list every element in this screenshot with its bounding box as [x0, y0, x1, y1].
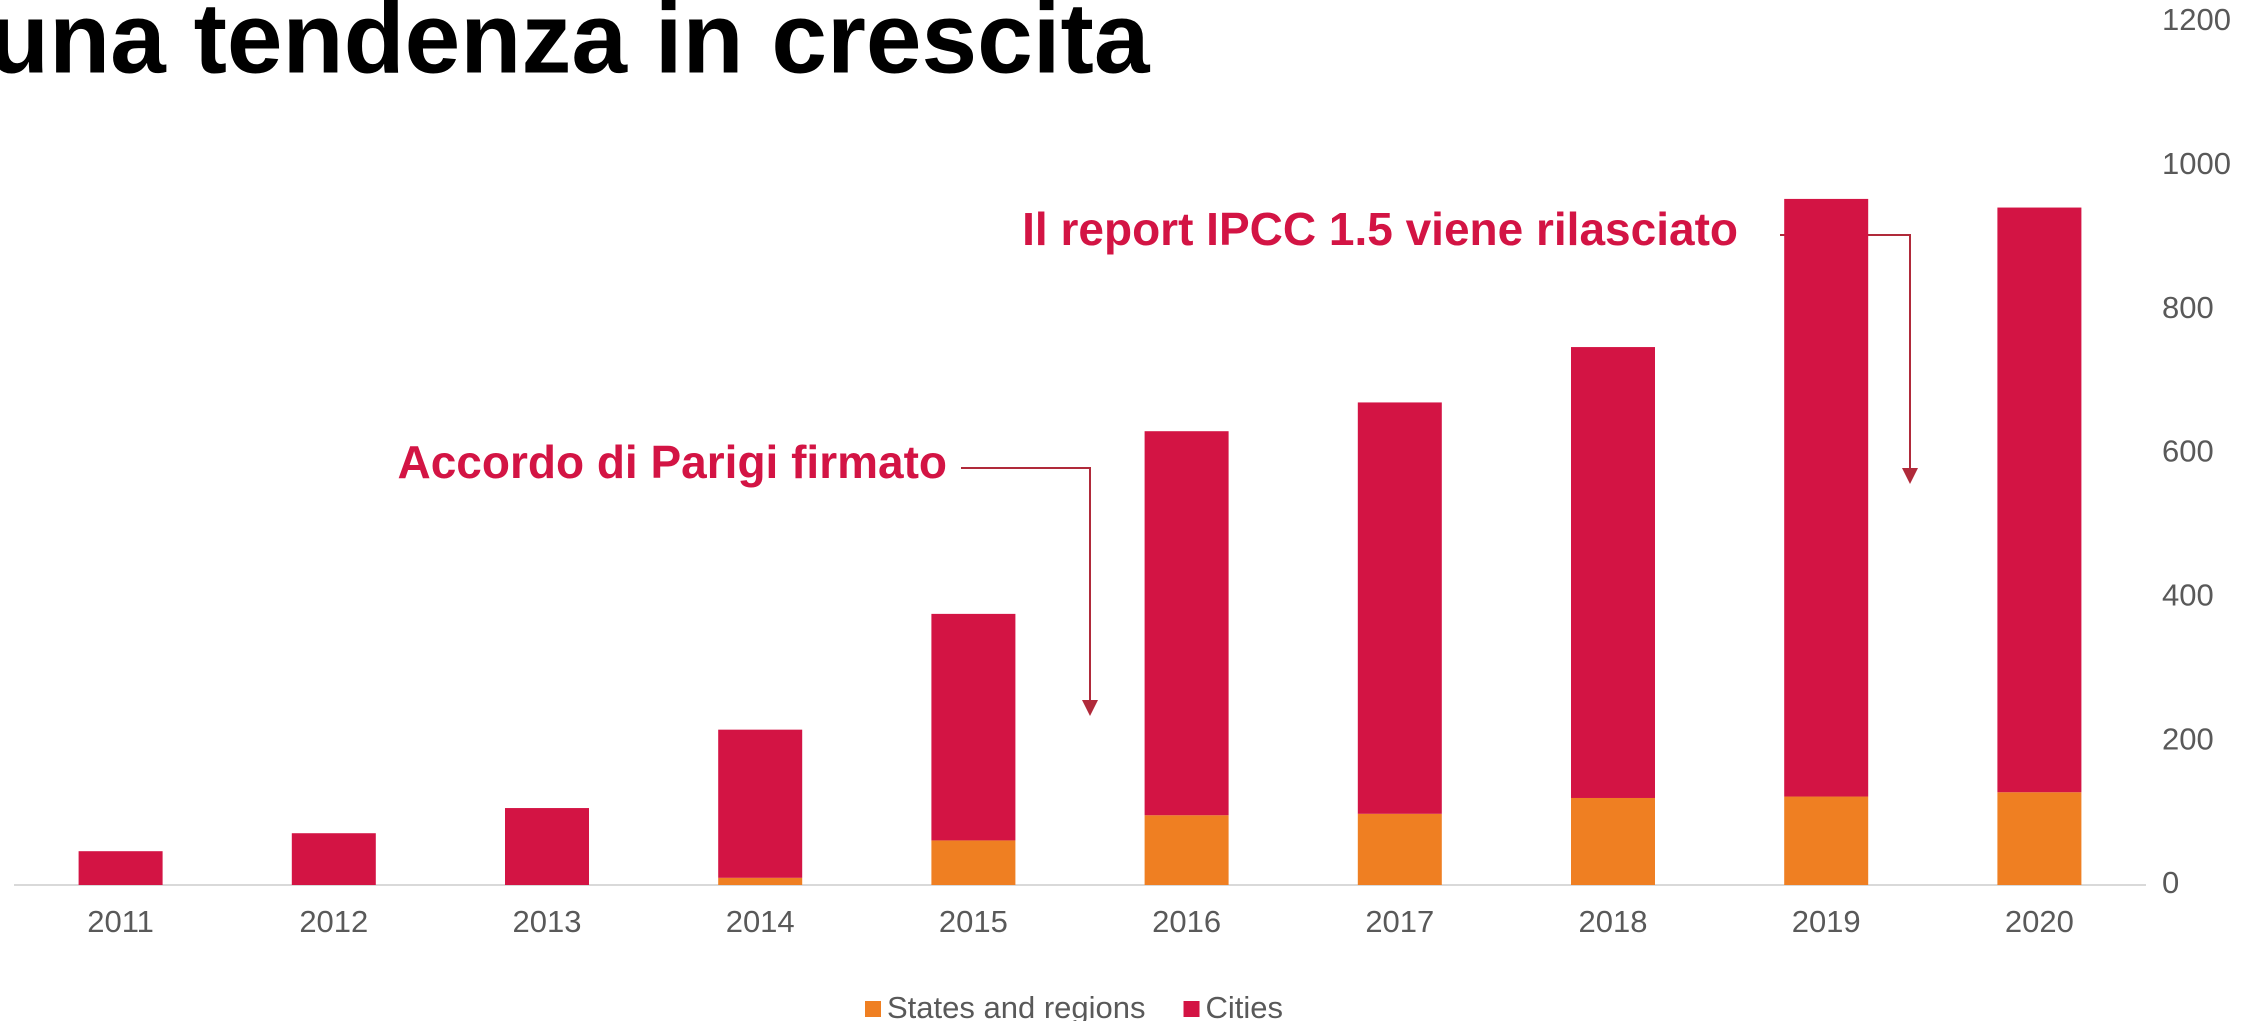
- legend-swatch: [1183, 1001, 1200, 1017]
- bar-segment: [1997, 207, 2082, 793]
- bar-segment: [1571, 797, 1655, 885]
- bar-segment: [1357, 813, 1442, 885]
- bar-segment: [78, 851, 163, 885]
- bar-segment: [1784, 198, 1869, 797]
- legend-label: States and regions: [887, 990, 1146, 1021]
- annotation: Il report IPCC 1.5 viene rilasciato: [1022, 203, 1738, 255]
- y-tick-label: 200: [2162, 721, 2214, 756]
- arrow-head: [1082, 700, 1098, 716]
- y-tick-label: 800: [2162, 290, 2214, 325]
- bar-segment: [1144, 815, 1229, 885]
- x-tick-label: 2012: [299, 904, 368, 939]
- bar-segment: [1571, 347, 1655, 798]
- y-tick-label: 400: [2162, 578, 2214, 613]
- x-tick-label: 2011: [87, 904, 154, 939]
- x-tick-label: 2020: [2005, 904, 2074, 939]
- arrow-head: [1902, 468, 1918, 484]
- bar-segment: [718, 729, 803, 878]
- bar-segment: [1997, 792, 2082, 885]
- x-tick-label: 2017: [1365, 904, 1434, 939]
- x-tick-label: 2013: [513, 904, 582, 939]
- bar-segment: [291, 833, 376, 885]
- x-tick-label: 2015: [939, 904, 1008, 939]
- bar-segment: [1144, 431, 1229, 816]
- x-tick-label: 2018: [1579, 904, 1648, 939]
- bar-segment: [931, 613, 1016, 841]
- bar-segment: [1357, 402, 1442, 814]
- y-tick-label: 0: [2162, 865, 2179, 900]
- legend-swatch: [865, 1001, 881, 1017]
- x-tick-label: 2019: [1792, 904, 1861, 939]
- bar-segment: [505, 808, 589, 885]
- y-tick-label: 1200: [2162, 2, 2231, 37]
- annotation-arrow: [961, 467, 1091, 705]
- y-tick-label: 600: [2162, 434, 2214, 469]
- y-tick-label: 1000: [2162, 146, 2231, 181]
- legend-label: Cities: [1206, 990, 1284, 1021]
- chart-title: una tendenza in crescita: [0, 0, 1151, 94]
- bar-segment: [718, 877, 803, 885]
- bar-segment: [1784, 796, 1869, 885]
- x-tick-label: 2016: [1152, 904, 1221, 939]
- annotation: Accordo di Parigi firmato: [397, 436, 947, 488]
- bar-segment: [931, 840, 1016, 885]
- x-tick-label: 2014: [726, 904, 795, 939]
